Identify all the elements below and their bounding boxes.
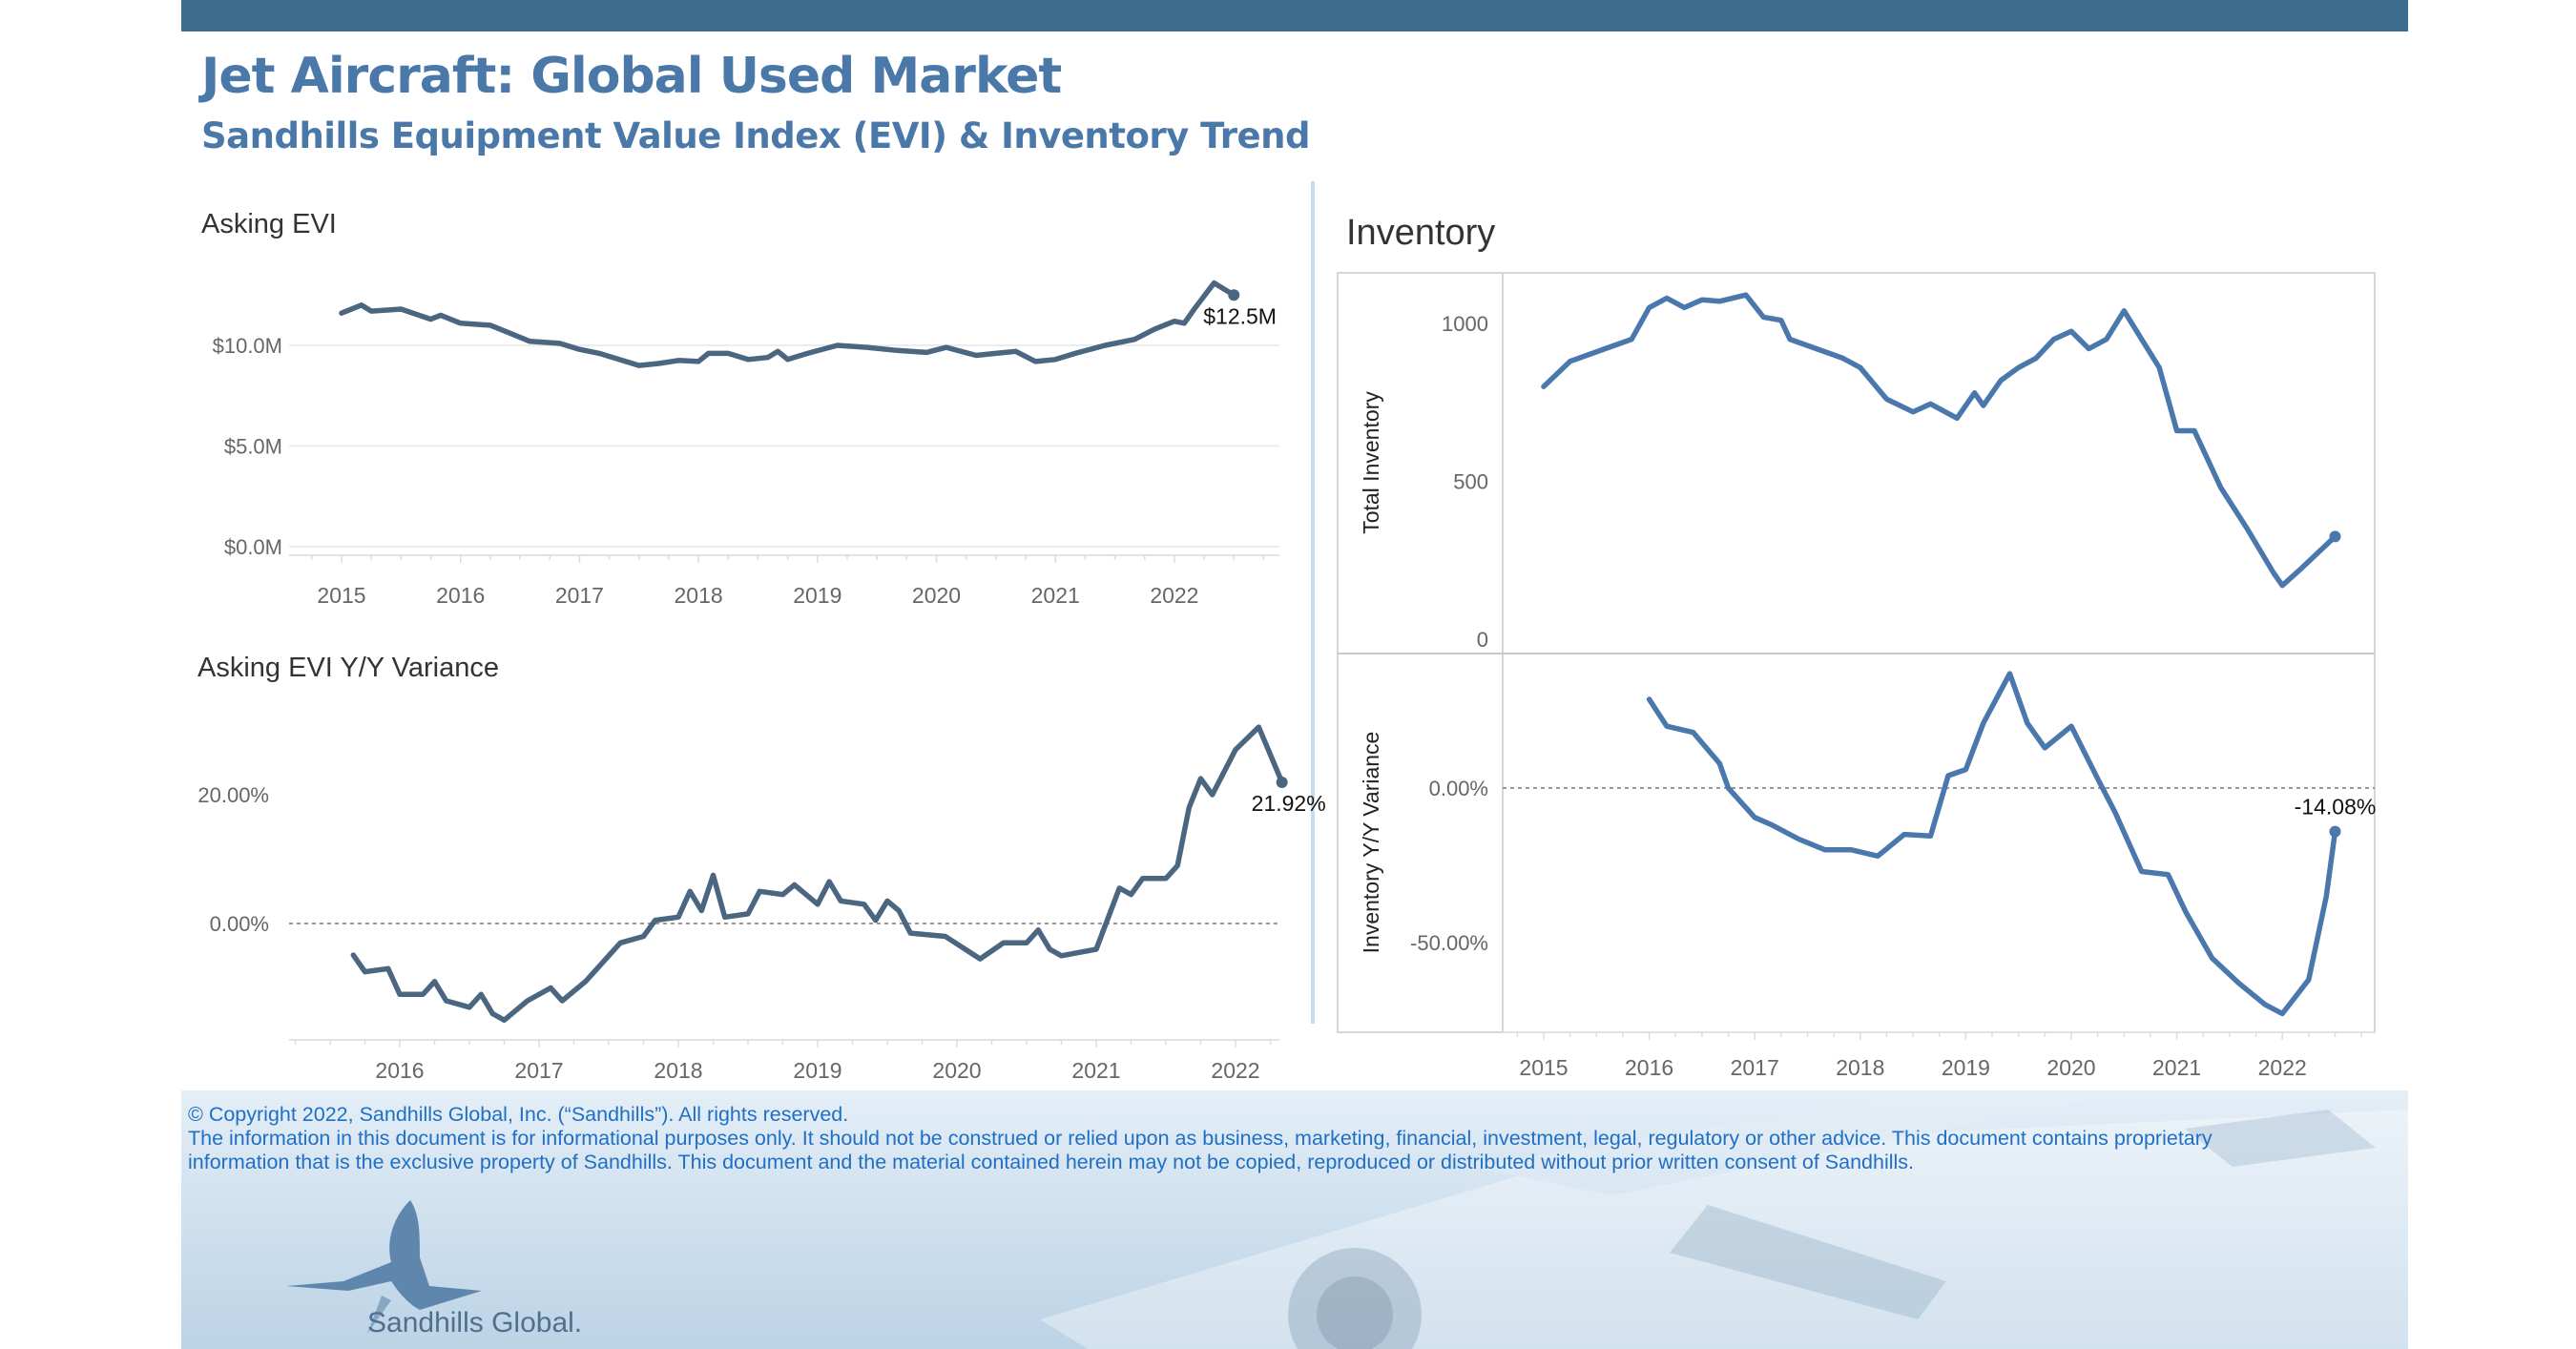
footer: © Copyright 2022, Sandhills Global, Inc.… [181, 1090, 2408, 1349]
x-tick-label: 2016 [1625, 1055, 1673, 1080]
crane-logo-icon [286, 1200, 482, 1334]
x-tick-label: 2019 [793, 583, 841, 608]
x-tick-label: 2015 [317, 583, 365, 608]
inventory-variance-axis-label: Inventory Y/Y Variance [1359, 732, 1383, 954]
x-tick-label: 2020 [2046, 1055, 2095, 1080]
disclaimer-line-1: The information in this document is for … [188, 1127, 2212, 1150]
evi-end-label: $12.5M [1203, 303, 1277, 328]
inventory-variance-series-line [1646, 671, 2338, 1017]
inventory-series-line [1541, 292, 2338, 589]
evi-variance-end-label: 21.92% [1252, 791, 1326, 816]
evi-chart: $0.0M $5.0M $10.0M 2015 2016 2017 2018 2019 2020… [213, 280, 1279, 608]
y-tick-label: 1000 [1442, 312, 1488, 336]
x-tick-label: 2015 [1519, 1055, 1568, 1080]
inventory-data-point [2329, 530, 2341, 543]
y-tick-label: -50.00% [1410, 931, 1488, 955]
panel-divider [1311, 181, 1315, 1024]
inventory-chart-title: Inventory [1346, 213, 1495, 253]
copyright-text: © Copyright 2022, Sandhills Global, Inc.… [188, 1103, 849, 1126]
x-tick-label: 2022 [1150, 583, 1198, 608]
x-tick-label: 2022 [2258, 1055, 2307, 1080]
evi-variance-series-line [350, 724, 1285, 1024]
inventory-variance-chart: -50.00% 0.00% 2015 2016 2017 2018 2019 2020 2021… [1410, 671, 2377, 1080]
evi-variance-chart-title: Asking EVI Y/Y Variance [197, 653, 499, 683]
x-tick-label: 2016 [436, 583, 485, 608]
logo-text: Sandhills Global. [367, 1307, 582, 1339]
x-tick-label: 2021 [2152, 1055, 2201, 1080]
evi-variance-data-point [1276, 777, 1288, 789]
x-tick-label: 2017 [514, 1058, 563, 1083]
x-tick-label: 2017 [555, 583, 604, 608]
inventory-variance-data-point [2329, 825, 2341, 838]
x-tick-label: 2018 [1836, 1055, 1884, 1080]
page-subtitle: Sandhills Equipment Value Index (EVI) & … [201, 115, 1310, 156]
evi-data-point [1228, 289, 1240, 301]
charts-canvas: Asking EVI Asking EVI Y/Y Variance Inven… [197, 209, 2377, 1083]
x-tick-label: 2021 [1071, 1058, 1120, 1083]
y-tick-label: $5.0M [224, 435, 282, 459]
x-tick-label: 2017 [1731, 1055, 1779, 1080]
x-tick-label: 2019 [1942, 1055, 1990, 1080]
x-tick-label: 2020 [932, 1058, 981, 1083]
evi-chart-title: Asking EVI [201, 209, 337, 239]
y-tick-label: 0.00% [210, 912, 269, 936]
y-tick-label: $0.0M [224, 535, 282, 559]
sandhills-logo: Sandhills Global. [286, 1200, 582, 1339]
top-bar [181, 0, 2408, 31]
x-tick-label: 2020 [912, 583, 961, 608]
y-tick-label: 20.00% [197, 783, 269, 807]
x-tick-label: 2016 [375, 1058, 424, 1083]
evi-variance-chart: 0.00% 20.00% 2016 2017 2018 2019 2020 2021 2022 2… [197, 724, 1326, 1083]
disclaimer-line-2: information that is the exclusive proper… [188, 1151, 1914, 1173]
total-inventory-axis-label: Total Inventory [1359, 391, 1383, 534]
x-tick-label: 2018 [675, 583, 723, 608]
y-tick-label: 0.00% [1429, 777, 1488, 800]
y-tick-label: 500 [1453, 470, 1488, 494]
evi-series-line [339, 280, 1237, 368]
x-tick-label: 2022 [1211, 1058, 1259, 1083]
x-tick-label: 2021 [1031, 583, 1080, 608]
x-tick-label: 2019 [793, 1058, 841, 1083]
x-tick-label: 2018 [654, 1058, 702, 1083]
y-tick-label: 0 [1477, 628, 1488, 652]
inventory-chart: 0 500 1000 [1442, 292, 2341, 652]
page-title: Jet Aircraft: Global Used Market [201, 48, 1062, 105]
y-tick-label: $10.0M [213, 334, 282, 358]
inventory-variance-end-label: -14.08% [2295, 795, 2377, 820]
jet-background-image [1040, 1090, 2408, 1349]
